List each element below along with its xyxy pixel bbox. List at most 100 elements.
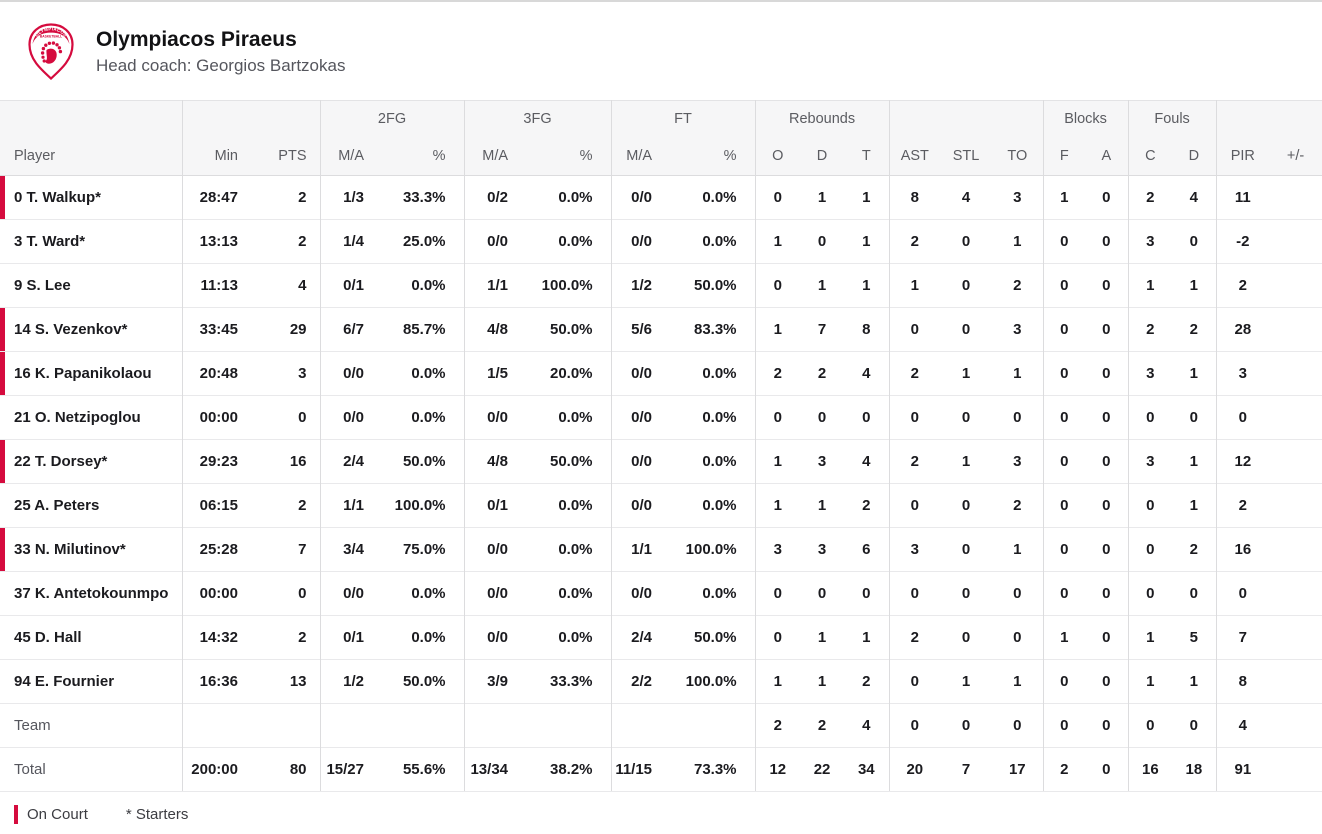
col-header-reb-o: O xyxy=(754,137,801,176)
stat-cell: 2 xyxy=(1172,527,1217,572)
stat-cell: 1/5 xyxy=(463,351,535,396)
stat-cell: 0.0% xyxy=(678,219,756,264)
stat-cell xyxy=(1269,307,1322,352)
player-name-cell[interactable]: 22 T. Dorsey* xyxy=(0,439,182,484)
stat-cell: 1 xyxy=(754,439,801,484)
stat-cell xyxy=(610,703,679,748)
stat-cell: 1 xyxy=(800,615,845,660)
stat-cell: 1 xyxy=(800,263,845,308)
col-header-pts: PTS xyxy=(248,137,320,176)
stat-cell: 0/0 xyxy=(610,395,679,440)
stat-cell xyxy=(390,703,465,748)
stat-cell: 1 xyxy=(1172,483,1217,528)
stat-cell: 0 xyxy=(1042,395,1086,440)
stat-cell: 0.0% xyxy=(534,483,612,528)
stat-cell: 1 xyxy=(844,263,890,308)
player-name-cell[interactable]: 45 D. Hall xyxy=(0,615,182,660)
player-name-cell[interactable]: 37 K. Antetokounmpo xyxy=(0,571,182,616)
stat-cell: 1 xyxy=(1172,263,1217,308)
stat-cell: 0 xyxy=(1042,307,1086,352)
player-name: 37 K. Antetokounmpo xyxy=(14,585,169,602)
player-name: 94 E. Fournier xyxy=(14,673,115,690)
stat-cell: 4/8 xyxy=(463,439,535,484)
player-name-cell[interactable]: 33 N. Milutinov* xyxy=(0,527,182,572)
stat-cell: 2 xyxy=(754,703,801,748)
col-header-stl: STL xyxy=(940,137,993,176)
stat-cell: 2 xyxy=(1127,307,1173,352)
player-name-cell[interactable]: 21 O. Netzipoglou xyxy=(0,395,182,440)
column-header-row: Player Min PTS M/A % M/A % M/A % O D T A… xyxy=(0,137,1322,176)
group-header-ft: FT xyxy=(610,100,756,138)
stat-cell: 100.0% xyxy=(390,483,465,528)
stat-cell: 17 xyxy=(992,747,1044,792)
stat-cell: 2 xyxy=(992,483,1044,528)
head-coach-label: Head coach: Georgios Bartzokas xyxy=(96,55,346,75)
stat-cell: 3 xyxy=(248,351,320,396)
team-row: Team 2 2 4 0 0 0 0 0 0 0 4 xyxy=(0,703,1322,748)
stat-cell xyxy=(1269,659,1322,704)
player-name-cell[interactable]: 0 T. Walkup* xyxy=(0,175,182,220)
col-header-2fg-ma: M/A xyxy=(319,137,390,176)
stat-cell: 0 xyxy=(844,571,890,616)
player-name: 14 S. Vezenkov* xyxy=(14,321,128,338)
stat-cell: 0/1 xyxy=(319,615,390,660)
col-header-plusminus: +/- xyxy=(1269,137,1322,176)
stat-cell xyxy=(181,703,248,748)
stat-cell: 100.0% xyxy=(678,659,756,704)
stat-cell: 0 xyxy=(1127,571,1173,616)
stat-cell: 0 xyxy=(940,263,993,308)
on-court-marker xyxy=(0,176,5,219)
team-titles: Olympiacos Piraeus Head coach: Georgios … xyxy=(96,29,345,74)
stat-cell xyxy=(1269,703,1322,748)
stat-cell: 28:47 xyxy=(181,175,248,220)
player-name-cell[interactable]: 14 S. Vezenkov* xyxy=(0,307,182,352)
stat-cell: 0.0% xyxy=(534,615,612,660)
player-name-cell[interactable]: 3 T. Ward* xyxy=(0,219,182,264)
stat-cell: 0 xyxy=(754,395,801,440)
stat-cell: 0 xyxy=(940,483,993,528)
player-name-cell[interactable]: 9 S. Lee xyxy=(0,263,182,308)
stat-cell: 200:00 xyxy=(181,747,248,792)
player-row: 16 K. Papanikolaou 20:48 3 0/0 0.0% 1/5 20.0% 0… xyxy=(0,351,1322,396)
team-label: Team xyxy=(14,717,51,734)
stat-cell: 5 xyxy=(1172,615,1217,660)
stat-cell: 1 xyxy=(800,659,845,704)
stat-cell: 13/34 xyxy=(463,747,535,792)
stat-cell: 0 xyxy=(1172,571,1217,616)
player-name-cell[interactable]: 94 E. Fournier xyxy=(0,659,182,704)
stat-cell: 50.0% xyxy=(678,615,756,660)
stat-cell: 7 xyxy=(1215,615,1270,660)
stat-cell: 2 xyxy=(888,615,941,660)
stat-cell xyxy=(1269,483,1322,528)
stat-cell: 0.0% xyxy=(534,395,612,440)
stat-cell: 38.2% xyxy=(534,747,612,792)
stat-cell: 2 xyxy=(800,351,845,396)
col-header-ft-pct: % xyxy=(678,137,756,176)
player-row: 21 O. Netzipoglou 00:00 0 0/0 0.0% 0/0 0.0% 0/0… xyxy=(0,395,1322,440)
stat-cell: 1 xyxy=(940,439,993,484)
stat-cell: 1 xyxy=(754,483,801,528)
total-label-cell: Total xyxy=(0,747,182,792)
stat-cell: 4/8 xyxy=(463,307,535,352)
total-label: Total xyxy=(14,761,46,778)
stat-cell: 0/0 xyxy=(610,219,679,264)
stat-cell: 2 xyxy=(888,351,941,396)
stat-cell: 0 xyxy=(754,175,801,220)
stat-cell: 18 xyxy=(1172,747,1217,792)
stat-cell: 4 xyxy=(844,351,890,396)
stat-cell: 0.0% xyxy=(678,175,756,220)
stat-cell: 0 xyxy=(1085,175,1129,220)
stat-cell: 0 xyxy=(1085,307,1129,352)
stat-cell: 55.6% xyxy=(390,747,465,792)
stat-cell: 0.0% xyxy=(390,263,465,308)
stat-cell: 0/0 xyxy=(463,527,535,572)
stat-cell: 0/0 xyxy=(610,351,679,396)
on-court-marker xyxy=(0,440,5,483)
player-name-cell[interactable]: 16 K. Papanikolaou xyxy=(0,351,182,396)
stat-cell: 15/27 xyxy=(319,747,390,792)
stat-cell: 75.0% xyxy=(390,527,465,572)
stat-cell: 0 xyxy=(1042,219,1086,264)
player-name-cell[interactable]: 25 A. Peters xyxy=(0,483,182,528)
stat-cell: 3 xyxy=(992,307,1044,352)
stat-cell xyxy=(1269,219,1322,264)
